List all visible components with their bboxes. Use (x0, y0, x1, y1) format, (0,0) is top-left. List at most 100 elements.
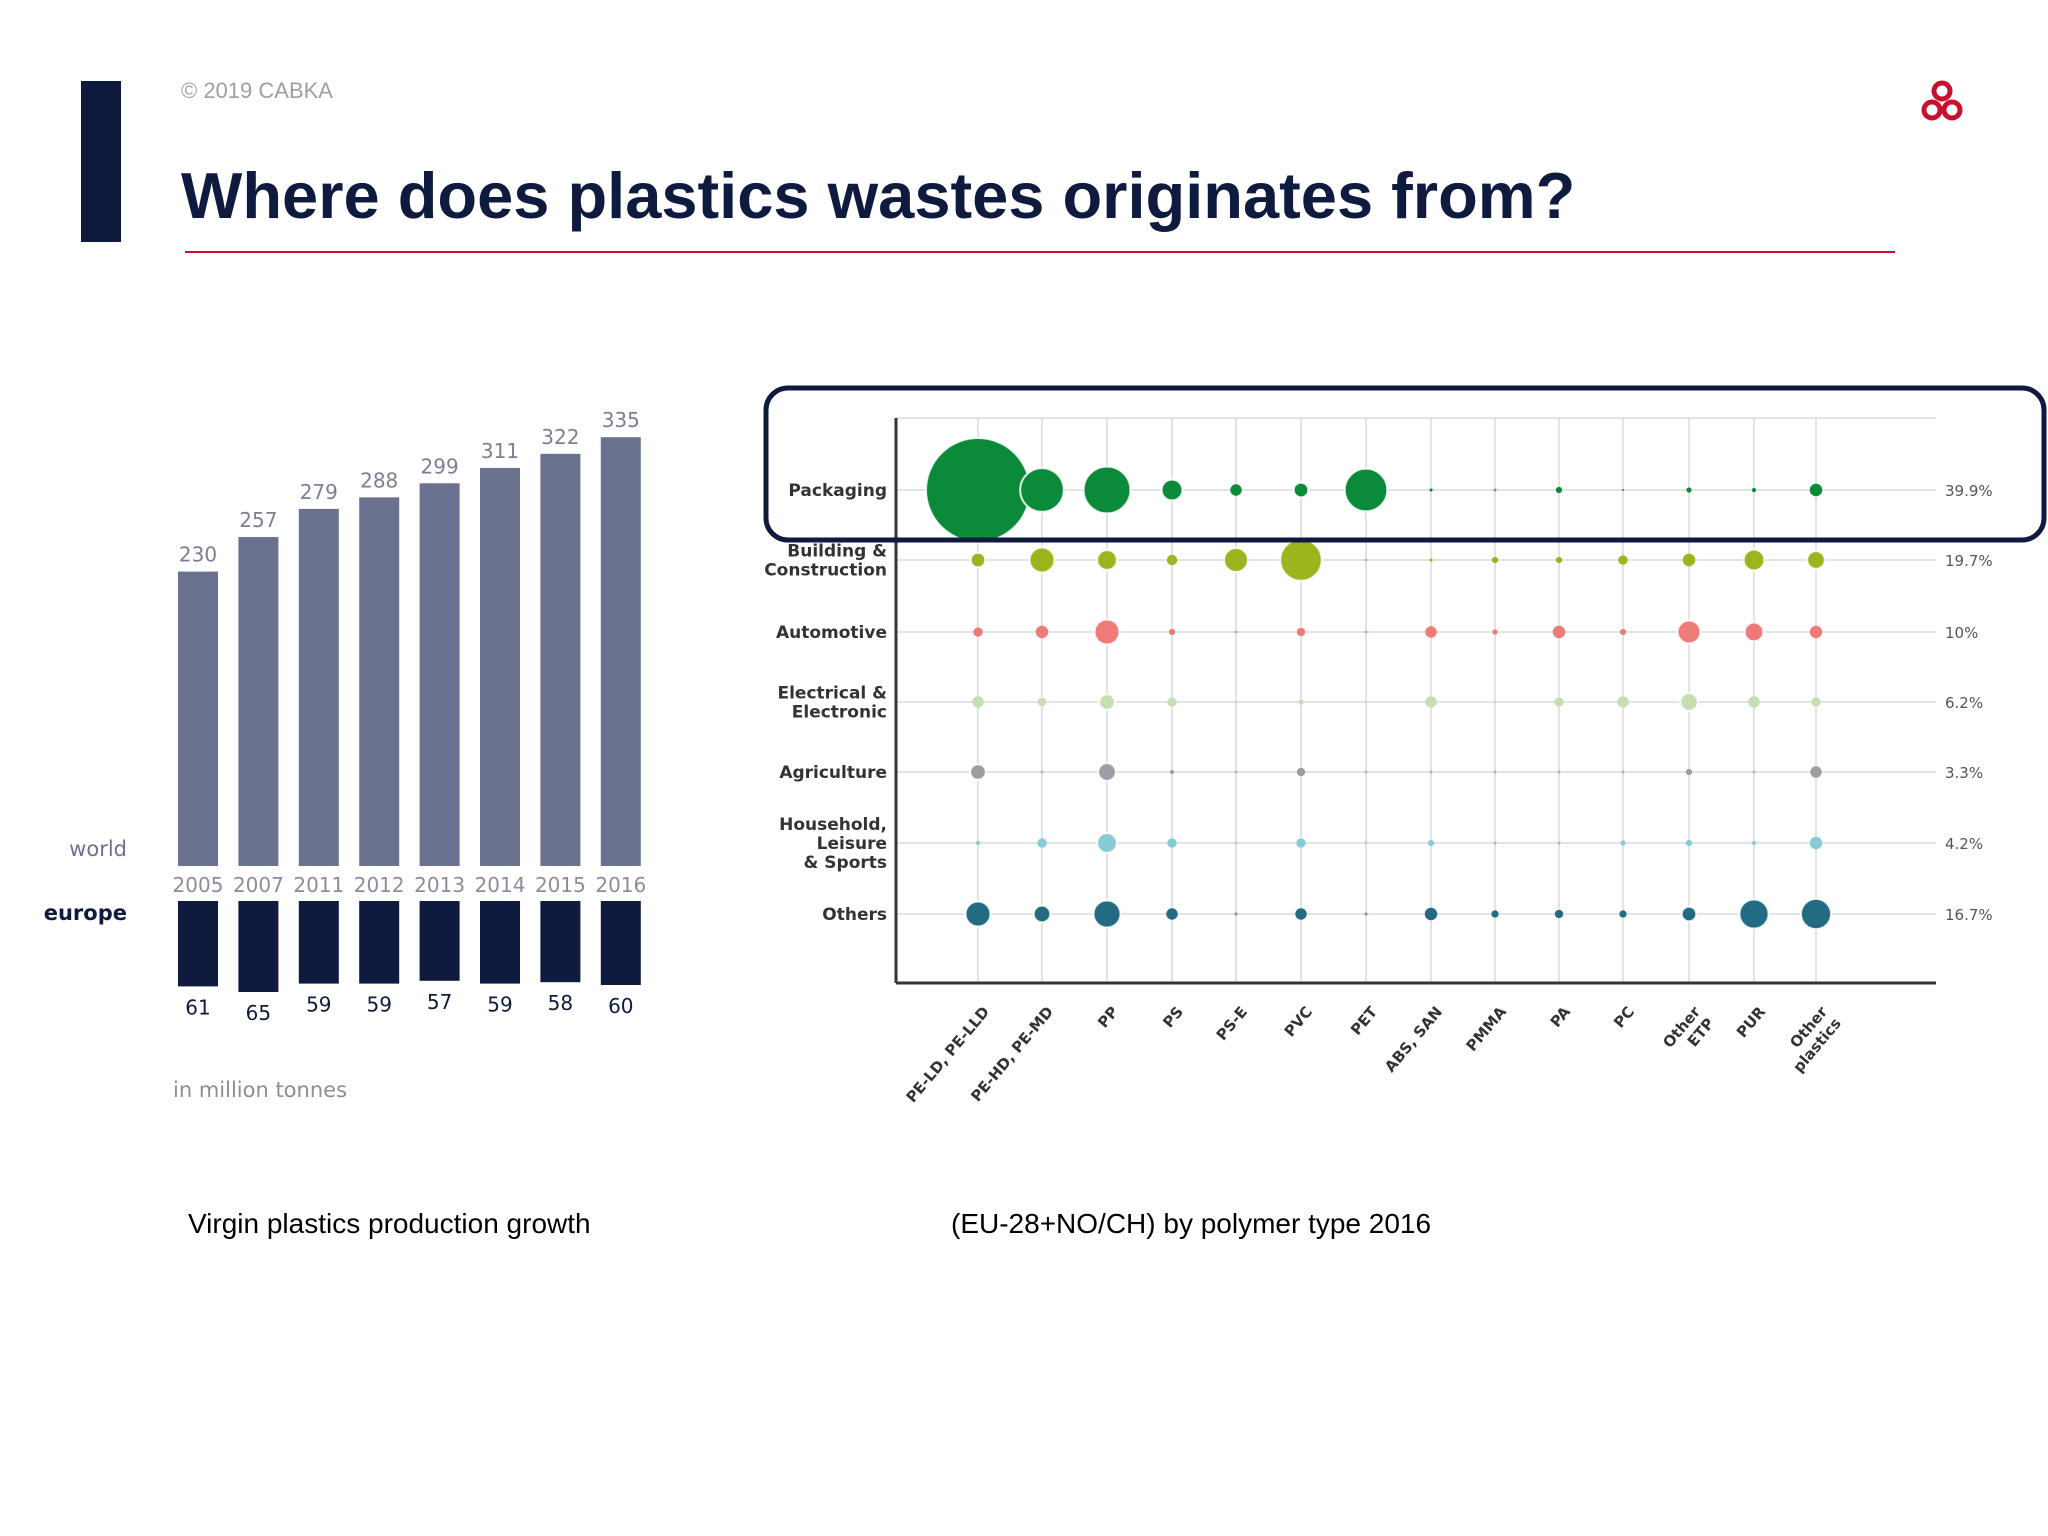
europe-bar (178, 901, 218, 987)
europe-value-label: 61 (185, 995, 210, 1019)
bubble (1810, 766, 1822, 778)
bubble (1167, 697, 1177, 707)
row-label: Agriculture (779, 763, 887, 783)
row-share-label: 10% (1945, 624, 1978, 642)
bubble (1557, 770, 1561, 774)
world-bar (540, 453, 581, 866)
bubble (1364, 558, 1368, 562)
bubble (1685, 768, 1693, 776)
bubble (1799, 897, 1833, 931)
world-bar (480, 467, 520, 866)
bubble (1092, 899, 1122, 929)
bubble (1230, 484, 1242, 496)
cabka-logo-icon (1921, 80, 1963, 121)
bubble (1617, 696, 1629, 708)
bubble (1296, 838, 1306, 848)
europe-bar (359, 901, 400, 984)
bubble (1097, 762, 1117, 782)
bubble (1292, 481, 1310, 499)
world-bar (600, 437, 641, 866)
bubble (1751, 487, 1757, 493)
bubble (1493, 700, 1497, 704)
bubble (1557, 841, 1561, 845)
bubble (1555, 556, 1563, 564)
bubble (1295, 908, 1307, 920)
bubble (1424, 907, 1438, 921)
bubble (1234, 630, 1238, 634)
europe-value-label: 59 (366, 993, 391, 1017)
bubble (1619, 628, 1627, 636)
world-bar (298, 508, 339, 866)
bubble (1425, 696, 1437, 708)
bubble (1492, 629, 1498, 635)
row-label: Building & Construction (764, 542, 887, 581)
row-share-label: 3.3% (1945, 764, 1983, 782)
bubble (1491, 556, 1499, 564)
column-label: PP (1094, 1003, 1122, 1031)
europe-bar (540, 901, 581, 983)
column-label: PA (1547, 1003, 1575, 1031)
year-tick-label: 2013 (414, 873, 465, 897)
world-bar (359, 497, 400, 866)
bubble (1160, 478, 1184, 502)
column-label: PS (1159, 1003, 1187, 1031)
column-label: PC (1610, 1003, 1638, 1031)
bubble (1806, 550, 1826, 570)
bubble (1679, 692, 1699, 712)
europe-series-label: europe (44, 901, 127, 925)
bubble (1040, 770, 1044, 774)
bubble (1493, 841, 1497, 845)
bubble (1234, 912, 1238, 916)
bubble (969, 763, 987, 781)
bubble (1752, 770, 1756, 774)
europe-value-label: 60 (608, 994, 633, 1018)
bubble (1429, 770, 1433, 774)
year-tick-label: 2005 (173, 873, 224, 897)
europe-bar (298, 901, 339, 984)
europe-value-label: 65 (246, 1001, 271, 1025)
caption-left: Virgin plastics production growth (188, 1208, 591, 1239)
world-value-label: 299 (421, 454, 459, 478)
row-share-label: 4.2% (1945, 835, 1983, 853)
bubble (1493, 488, 1497, 492)
page-title: Where does plastics wastes originates fr… (181, 159, 1576, 232)
world-value-label: 288 (360, 468, 398, 492)
bubble (1035, 625, 1049, 639)
packaging-highlight-box (763, 385, 2047, 543)
year-tick-label: 2012 (354, 873, 405, 897)
bubble (1555, 486, 1563, 494)
bubble (1032, 904, 1052, 924)
bubble (1618, 555, 1628, 565)
bubble (1425, 626, 1437, 638)
bubble (969, 551, 987, 569)
bubble (975, 840, 981, 846)
bubble (973, 627, 983, 637)
row-label: Others (822, 905, 887, 925)
copyright-text: © 2019 CABKA (181, 78, 333, 103)
bubble (1167, 838, 1177, 848)
row-label: Electrical & Electronic (777, 684, 887, 723)
accent-bar (81, 81, 121, 242)
bubble (1554, 909, 1564, 919)
bubble (1682, 553, 1696, 567)
bubble (1748, 696, 1760, 708)
bubble (1751, 840, 1757, 846)
column-label: OtherETP (1659, 1003, 1718, 1064)
column-label: ABS, SAN (1381, 1003, 1446, 1076)
world-series-label: world (69, 837, 127, 861)
row-share-label: 6.2% (1945, 694, 1983, 712)
bubble (1811, 697, 1821, 707)
unit-note: in million tonnes (173, 1078, 347, 1102)
bubble (1809, 836, 1823, 850)
bubble (1676, 619, 1702, 645)
bubble (1619, 910, 1627, 918)
bubble (1429, 488, 1433, 492)
bubble (1552, 625, 1566, 639)
bubble (1279, 538, 1323, 582)
bubble (1621, 488, 1625, 492)
world-value-label: 279 (300, 480, 338, 504)
year-tick-label: 2015 (535, 873, 586, 897)
bubble (1096, 832, 1118, 854)
europe-bar (419, 901, 460, 981)
